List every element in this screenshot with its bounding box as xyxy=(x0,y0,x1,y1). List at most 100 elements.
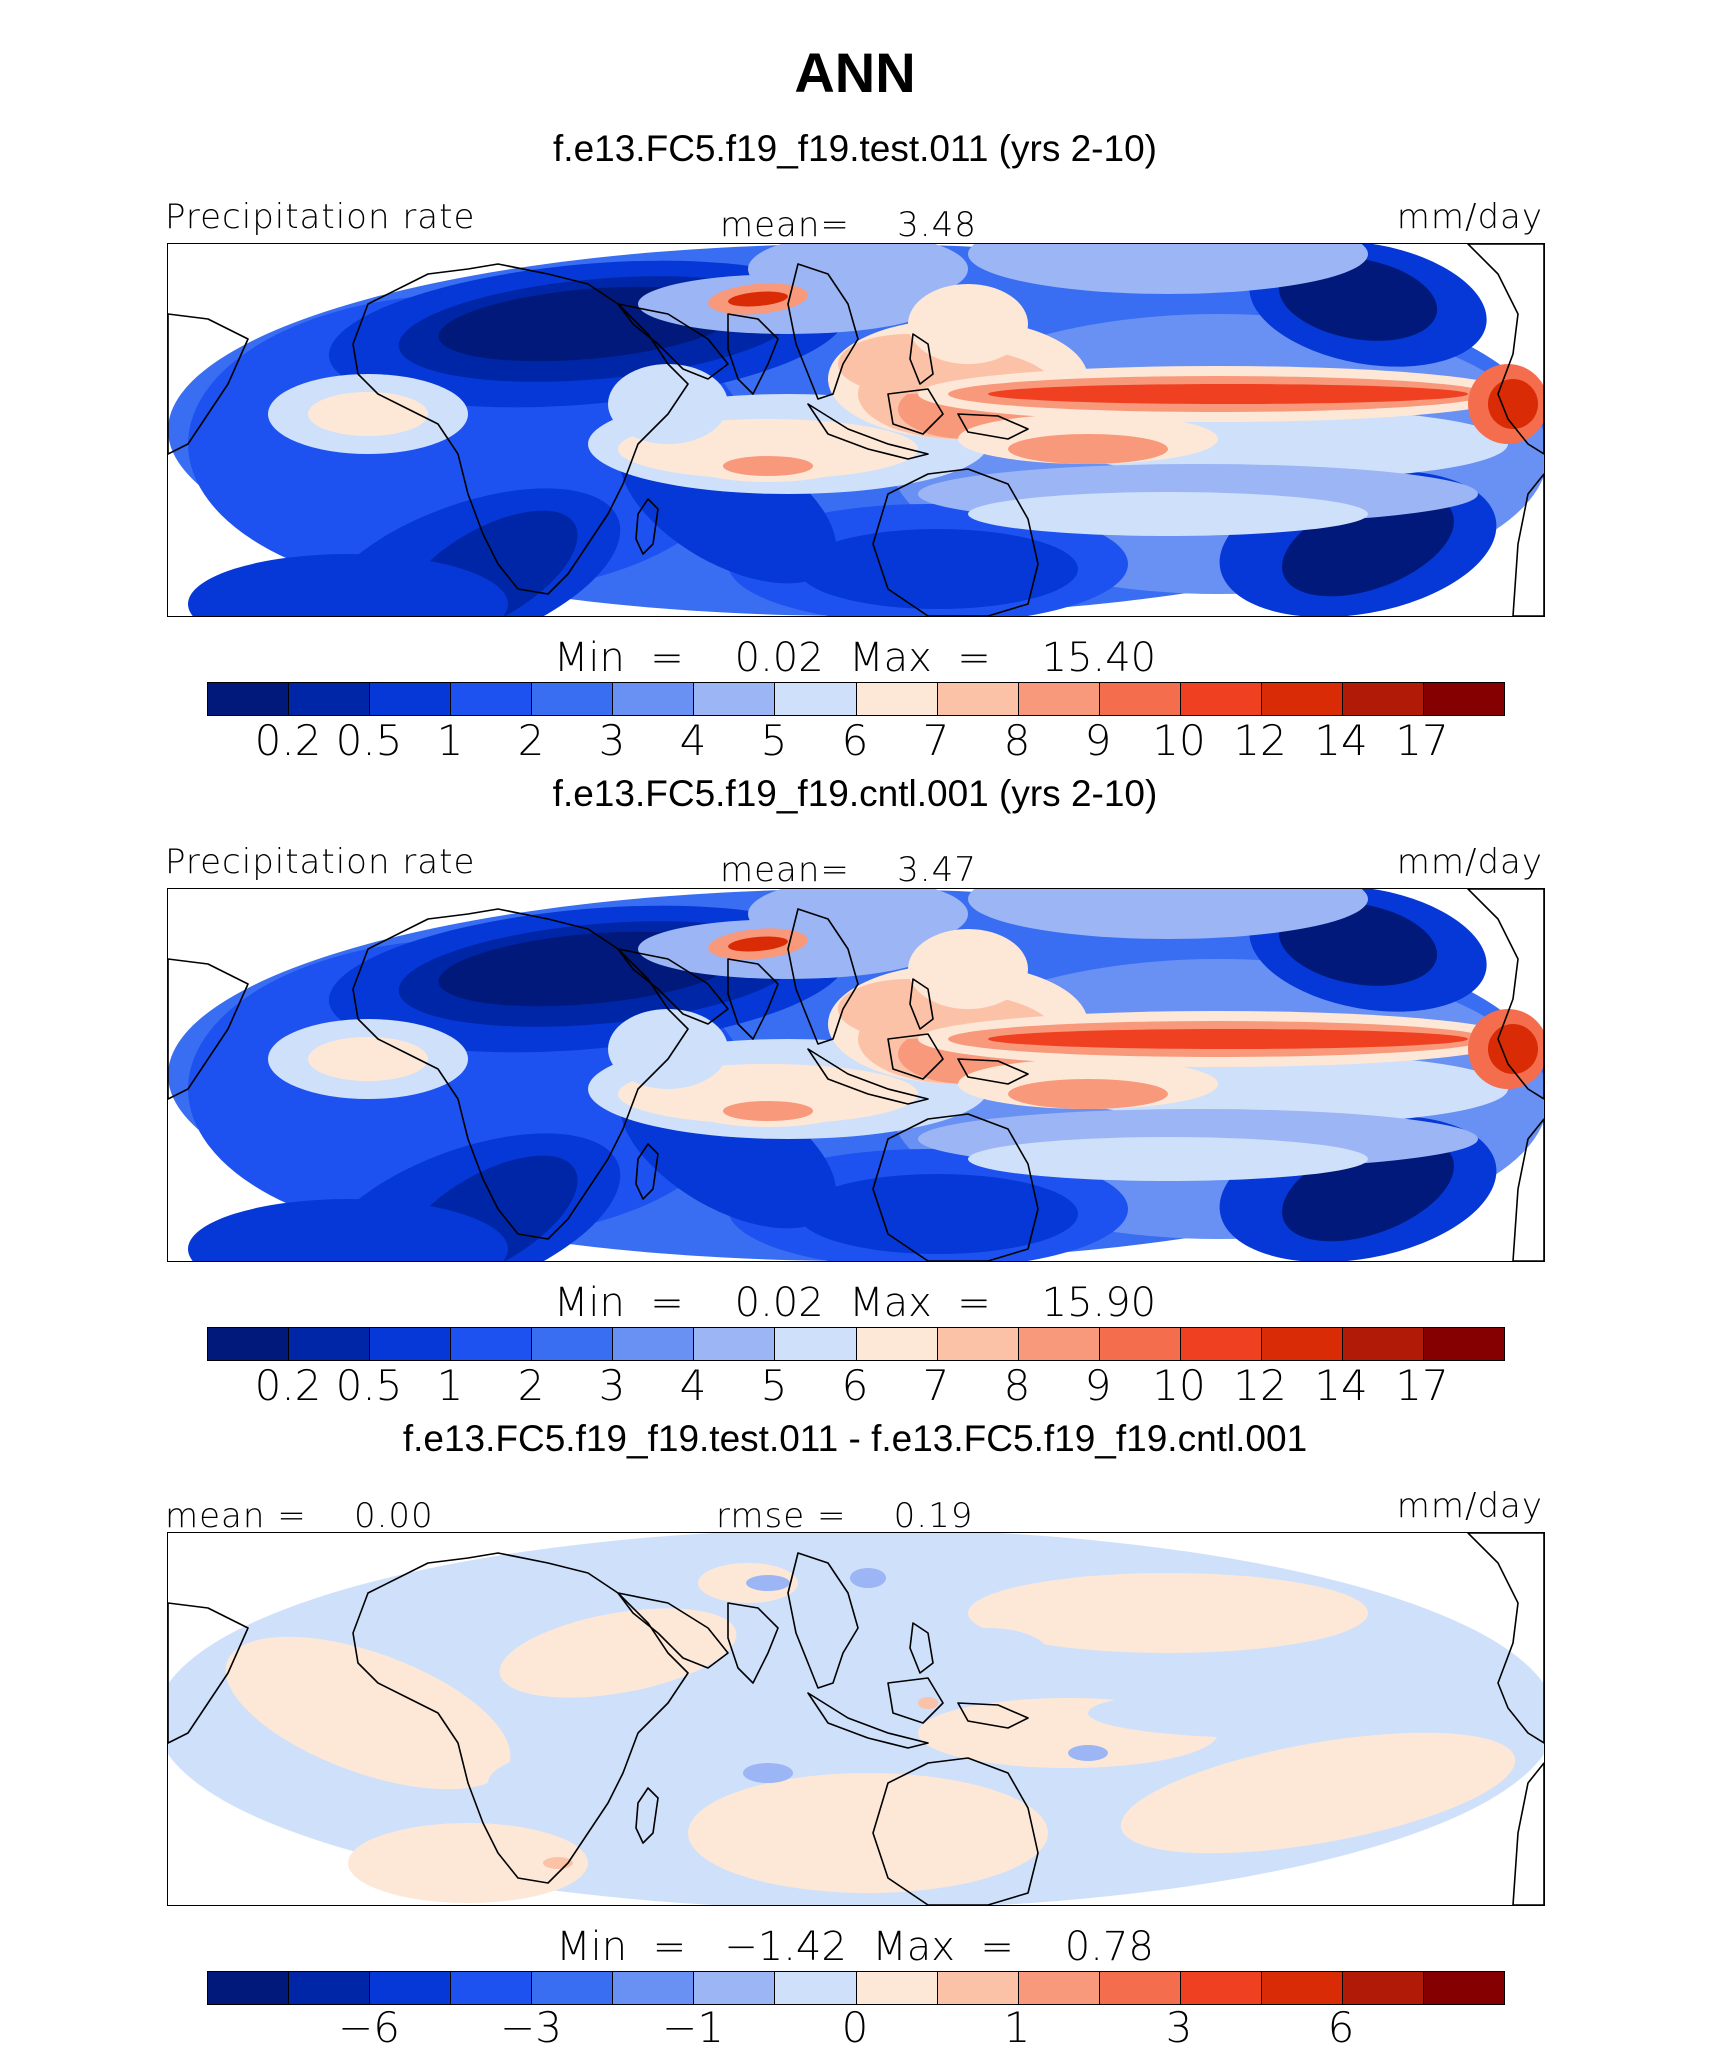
colorbar-swatch xyxy=(1342,1328,1424,1360)
colorbar-swatch xyxy=(289,1972,371,2004)
coastline xyxy=(887,388,944,435)
panel-1-map xyxy=(167,243,1545,617)
coastline xyxy=(787,263,859,400)
coastline xyxy=(957,1058,1029,1085)
coastline xyxy=(168,958,249,1100)
colorbar-swatch xyxy=(775,683,857,715)
colorbar-tick-label: −1 xyxy=(662,2003,724,2052)
map-field-shape xyxy=(188,1199,508,1261)
colorbar-swatch xyxy=(1018,1328,1100,1360)
colorbar-tick-label: 2 xyxy=(517,1361,545,1410)
colorbar-tick-label: 8 xyxy=(1003,716,1031,765)
panel-1-variable-label: Precipitation rate xyxy=(165,197,476,237)
panel-1-colorbar xyxy=(207,682,1505,716)
panel-3-map xyxy=(167,1532,1545,1906)
colorbar-swatch xyxy=(1261,1972,1343,2004)
colorbar-swatch xyxy=(1261,1328,1343,1360)
colorbar-tick-label: 9 xyxy=(1084,716,1112,765)
panel-3-case-title: f.e13.FC5.f19_f19.test.011 - f.e13.FC5.f… xyxy=(402,1418,1308,1459)
panel-3-colorbar xyxy=(207,1971,1505,2005)
coastline xyxy=(635,1143,659,1200)
map-field-shape xyxy=(988,384,1468,404)
colorbar-swatch xyxy=(1342,1972,1424,2004)
colorbar-swatch xyxy=(856,683,938,715)
colorbar-swatch xyxy=(1342,683,1424,715)
colorbar-swatch xyxy=(532,683,614,715)
map-field-shape xyxy=(1120,1732,1516,1854)
coastline xyxy=(872,1113,1039,1261)
colorbar-swatch xyxy=(532,1328,614,1360)
coastline xyxy=(887,1033,944,1080)
colorbar-tick-label: 12 xyxy=(1233,1361,1287,1410)
colorbar-tick-label: 5 xyxy=(760,716,788,765)
colorbar-tick-label: 4 xyxy=(679,716,707,765)
colorbar-tick-label: 1 xyxy=(436,1361,464,1410)
coastline xyxy=(352,908,689,1240)
panel-2-case-title: f.e13.FC5.f19_f19.cntl.001 (yrs 2-10) xyxy=(552,773,1158,814)
coastline xyxy=(635,498,659,555)
coastline xyxy=(727,958,779,1040)
colorbar-tick-label: 5 xyxy=(760,1361,788,1410)
colorbar-swatch xyxy=(1180,1328,1262,1360)
colorbar-tick-label: 0.5 xyxy=(335,716,403,765)
map-field-shape xyxy=(746,1575,790,1591)
coastline xyxy=(1512,1762,1544,1905)
panel-1-minmax: Min = 0.02 Max = 15.40 xyxy=(553,635,1157,681)
colorbar-tick-label: −3 xyxy=(500,2003,562,2052)
coastline xyxy=(807,1692,929,1749)
panel-1-case-title: f.e13.FC5.f19_f19.test.011 (yrs 2-10) xyxy=(553,128,1157,169)
colorbar-tick-label: 3 xyxy=(598,716,626,765)
colorbar-swatch xyxy=(208,1972,290,2004)
coastline xyxy=(807,1048,929,1105)
map-field-shape xyxy=(1068,1745,1108,1761)
colorbar-swatch xyxy=(289,683,371,715)
colorbar-tick-label: 1 xyxy=(1003,2003,1031,2052)
colorbar-tick-label: 3 xyxy=(598,1361,626,1410)
map-field-shape xyxy=(608,1009,728,1089)
colorbar-swatch xyxy=(451,1328,533,1360)
coastline xyxy=(807,403,929,460)
colorbar-swatch xyxy=(694,683,776,715)
map-field-shape xyxy=(308,392,428,436)
colorbar-tick-label: 14 xyxy=(1314,716,1368,765)
figure-title: ANN xyxy=(794,41,916,104)
colorbar-swatch xyxy=(370,1328,452,1360)
map-field-shape xyxy=(348,1823,588,1903)
panel-1-mean-label: mean= 3.48 xyxy=(720,205,977,245)
panel-2-units-label: mm/day xyxy=(1396,842,1543,882)
map-field-shape xyxy=(1488,1024,1538,1074)
colorbar-swatch xyxy=(1423,1328,1504,1360)
colorbar-tick-label: 8 xyxy=(1003,1361,1031,1410)
colorbar-swatch xyxy=(1180,683,1262,715)
coastline xyxy=(1512,473,1544,616)
coastline xyxy=(909,978,934,1030)
map-field-shape xyxy=(723,456,813,476)
coastline xyxy=(617,1592,729,1669)
colorbar-swatch xyxy=(1099,1972,1181,2004)
colorbar-tick-label: 1 xyxy=(436,716,464,765)
coastline xyxy=(635,1787,659,1844)
panel-2-variable-label: Precipitation rate xyxy=(165,842,476,882)
colorbar-swatch xyxy=(937,1972,1019,2004)
coastline xyxy=(617,948,729,1025)
coastline xyxy=(957,1702,1029,1729)
colorbar-swatch xyxy=(694,1972,776,2004)
colorbar-swatch xyxy=(1261,683,1343,715)
panel-1-units-label: mm/day xyxy=(1396,197,1543,237)
colorbar-swatch xyxy=(775,1972,857,2004)
map-field-shape xyxy=(850,1568,886,1588)
colorbar-tick-label: 6 xyxy=(841,1361,869,1410)
map-field-shape xyxy=(488,1753,648,1813)
map-field-shape xyxy=(928,1628,1048,1678)
colorbar-swatch xyxy=(937,1328,1019,1360)
coastline xyxy=(352,263,689,595)
panel-3-colorbar-labels: −6 −3 −1 0 1 3 6 xyxy=(207,2003,1503,2053)
panel-3-rmse-label: rmse = 0.19 xyxy=(716,1496,974,1536)
coastline xyxy=(872,468,1039,616)
colorbar-swatch xyxy=(370,683,452,715)
map-field-shape xyxy=(1008,1079,1168,1109)
coastline xyxy=(872,1757,1039,1905)
map-field-shape xyxy=(798,1174,1078,1254)
colorbar-tick-label: 0 xyxy=(841,2003,869,2052)
map-field-shape xyxy=(968,1137,1368,1181)
